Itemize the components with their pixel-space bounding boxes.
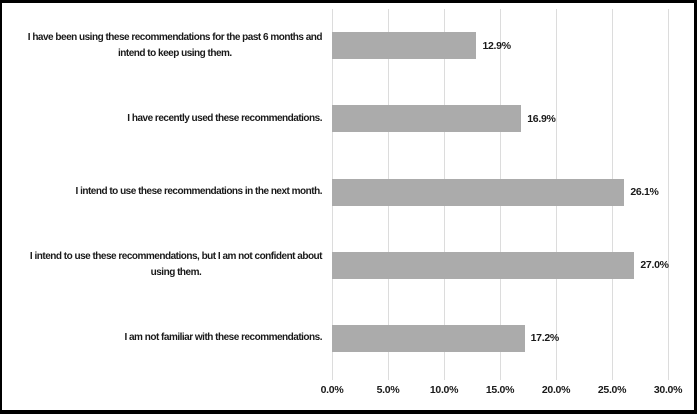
bar-row: 17.2%: [332, 302, 668, 375]
bar-row: 16.9%: [332, 82, 668, 155]
bar: [332, 324, 525, 352]
category-label-row: I have been using these recommendations …: [4, 9, 332, 82]
bar-value-label: 16.9%: [527, 112, 556, 125]
x-axis-tick: [500, 375, 501, 380]
bar-row: 26.1%: [332, 155, 668, 228]
bar-value-label: 27.0%: [640, 259, 669, 272]
category-label-row: I am not familiar with these recommendat…: [4, 302, 332, 375]
bar: [332, 251, 635, 279]
x-axis-tick-label: 20.0%: [541, 384, 571, 396]
x-axis-tick: [332, 375, 333, 380]
x-axis-tick-label: 5.0%: [376, 384, 400, 396]
bar: [332, 178, 625, 206]
category-label: I have been using these recommendations …: [27, 31, 323, 59]
category-label: I am not familiar with these recommendat…: [124, 332, 322, 344]
bars-layer: 12.9% 16.9% 26.1% 27.0% 17.2%: [332, 9, 669, 375]
bar-value-label: 26.1%: [630, 186, 659, 198]
x-axis-tick: [668, 375, 669, 380]
bar-row: 27.0%: [332, 229, 669, 302]
category-label: I intend to use these recommendations in…: [75, 186, 323, 197]
category-label-row: I intend to use these recommendations, b…: [4, 229, 332, 302]
x-axis-tick: [556, 375, 557, 380]
plot-area: 12.9% 16.9% 26.1% 27.0% 17.2%: [332, 9, 669, 375]
x-axis-tick-label: 30.0%: [653, 384, 683, 396]
bar-value-label: 17.2%: [530, 332, 560, 345]
x-axis-tick: [612, 375, 613, 380]
x-axis-tick: [444, 375, 445, 380]
category-axis-labels: I have been using these recommendations …: [2, 9, 332, 375]
category-label: I have recently used these recommendatio…: [127, 112, 322, 124]
x-axis-tick-label: 25.0%: [597, 384, 627, 396]
bar: [332, 105, 522, 133]
bar: [332, 32, 477, 60]
chart-body: I have been using these recommendations …: [2, 9, 694, 375]
bar-value-label: 12.9%: [482, 39, 511, 52]
category-label-row: I intend to use these recommendations in…: [4, 155, 332, 228]
category-label: I intend to use these recommendations, b…: [29, 251, 323, 279]
gridline: [668, 9, 669, 375]
x-axis-tick: [388, 375, 389, 380]
category-label-row: I have recently used these recommendatio…: [4, 82, 332, 155]
bar-row: 12.9%: [332, 9, 668, 82]
x-axis-tick-label: 15.0%: [485, 384, 515, 396]
x-axis-tick-label: 0.0%: [320, 384, 344, 396]
x-axis-tick-label: 10.0%: [429, 384, 459, 396]
x-axis: 0.0% 5.0% 10.0% 15.0% 20.0% 25.0% 30.0%: [321, 375, 682, 409]
